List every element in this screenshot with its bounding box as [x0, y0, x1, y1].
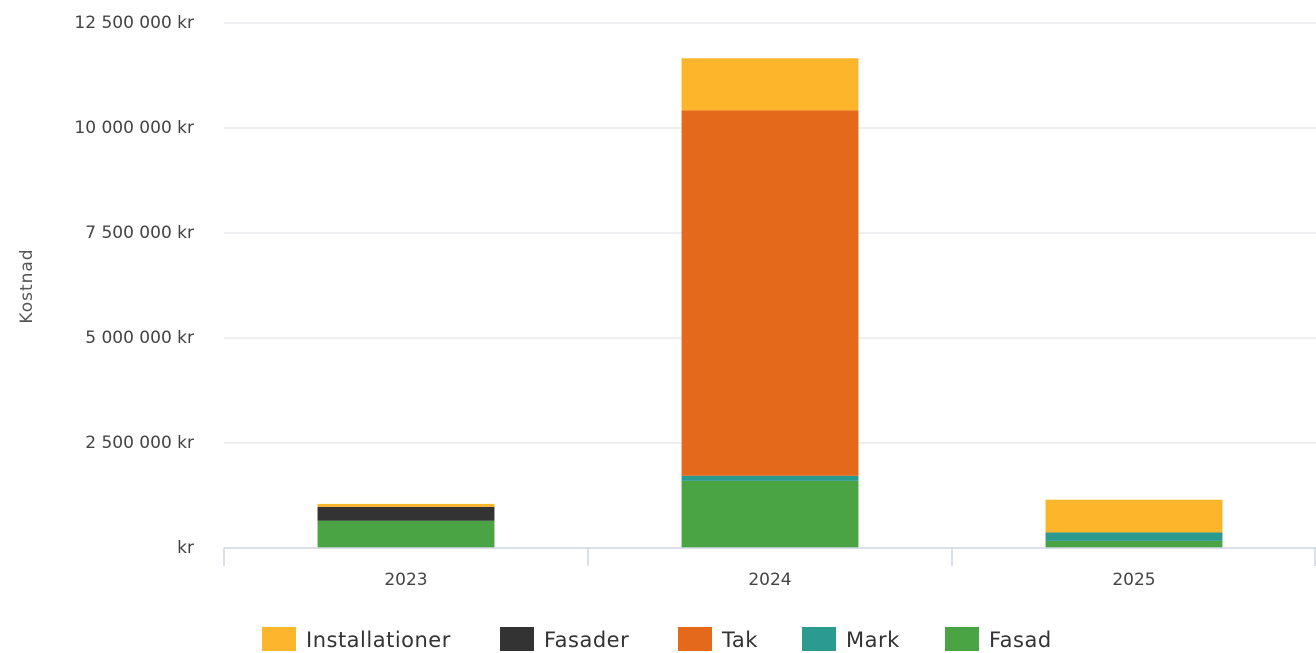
x-tick-label: 2025: [1112, 570, 1155, 590]
bar-segment: [317, 520, 495, 548]
x-axis: [223, 547, 1316, 566]
legend-swatch: [945, 627, 979, 651]
bar-segment: [681, 110, 859, 476]
legend-item: Mark: [802, 627, 900, 652]
legend-item: Tak: [678, 627, 758, 652]
bar-segment: [681, 58, 859, 111]
legend-swatch: [802, 627, 836, 651]
y-tick-label: 5 000 000 kr: [85, 328, 194, 348]
bars: [317, 58, 1223, 548]
x-tick-label: 2023: [384, 570, 427, 590]
legend-label: Tak: [721, 628, 758, 652]
legend-swatch: [678, 627, 712, 651]
legend-label: Installationer: [306, 628, 451, 652]
legend-item: Fasader: [500, 627, 629, 652]
y-tick-label: 2 500 000 kr: [85, 433, 194, 453]
bar-segment: [681, 475, 859, 481]
x-axis-ticks: 2023 2024 2025: [384, 570, 1155, 590]
y-tick-label: 10 000 000 kr: [74, 118, 194, 138]
y-tick-label: 7 500 000 kr: [85, 223, 194, 243]
legend-label: Fasad: [989, 628, 1052, 652]
bar-segment: [1045, 499, 1223, 533]
x-tick-label: 2024: [748, 570, 791, 590]
legend-swatch: [500, 627, 534, 651]
legend-swatch: [262, 627, 296, 651]
bar-segment: [1045, 540, 1223, 548]
bar-segment: [681, 480, 859, 548]
legend-item: Installationer: [262, 627, 451, 652]
bar-segment: [317, 506, 495, 521]
legend: Installationer Fasader Tak Mark Fasad: [262, 627, 1052, 652]
y-axis-ticks: kr 2 500 000 kr 5 000 000 kr 7 500 000 kr 10…: [74, 13, 194, 558]
legend-item: Fasad: [945, 627, 1052, 652]
legend-label: Fasader: [544, 628, 629, 652]
bar-segment: [1045, 532, 1223, 541]
y-axis-title: Kostnad: [17, 248, 37, 323]
y-tick-label: 12 500 000 kr: [74, 13, 194, 33]
y-tick-label: kr: [177, 538, 194, 558]
legend-label: Mark: [846, 628, 900, 652]
bar-segment: [317, 503, 495, 507]
